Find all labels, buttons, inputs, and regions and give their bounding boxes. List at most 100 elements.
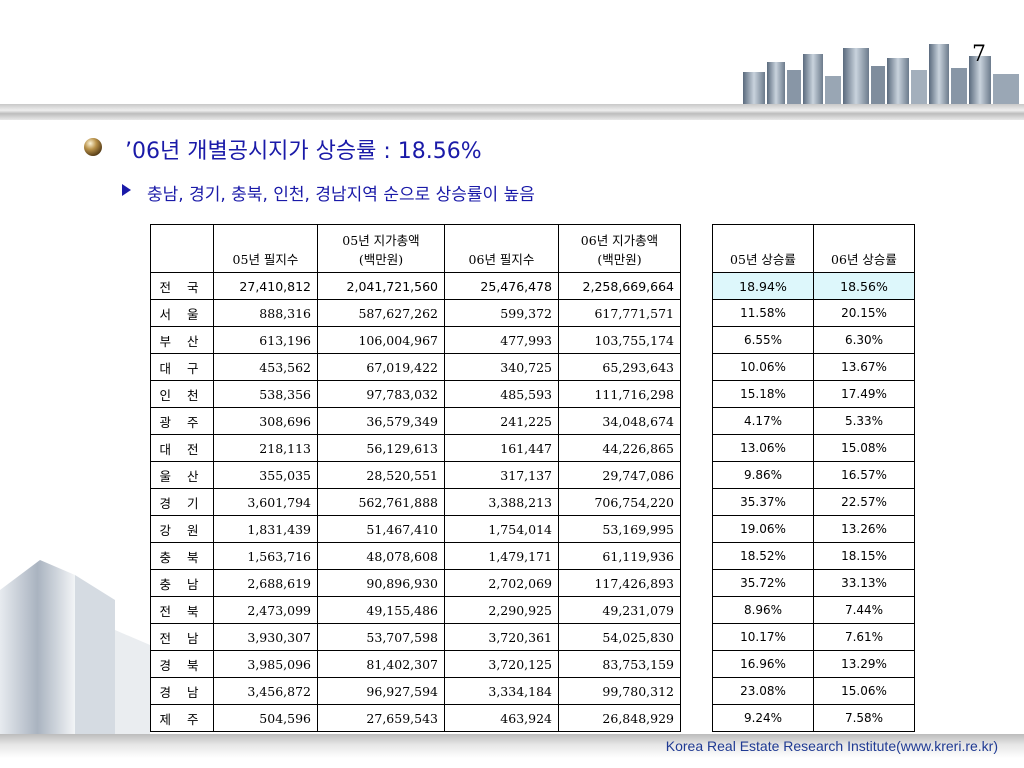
value-cell: 34,048,674 [558,407,681,435]
value-cell: 25,476,478 [444,272,559,300]
rate-cell: 18.94% [712,272,814,300]
rate-cell: 18.15% [813,542,915,570]
arrow-bullet-icon [122,184,131,196]
land-value-table: 05년 필지수 05년 지가총액 (백만원) 06년 필지수 06년 지가총액 … [150,224,681,732]
value-cell: 1,563,716 [213,542,318,570]
region-cell: 대 전 [150,434,214,462]
slide-heading: ’06년 개별공시지가 상승률 : 18.56% [125,139,482,164]
value-cell: 53,707,598 [317,623,445,651]
rate-cell: 13.29% [813,650,915,678]
region-cell: 대 구 [150,353,214,381]
value-cell: 308,696 [213,407,318,435]
table-row: 충 남 2,688,619 90,896,930 2,702,069 117,426,8… [150,569,681,597]
table-row: 경 남 3,456,872 96,927,594 3,334,184 99,780,31… [150,677,681,705]
value-cell: 111,716,298 [558,380,681,408]
value-cell: 61,119,936 [558,542,681,570]
table-row: 8.96% 7.44% [712,596,915,624]
value-cell: 48,078,608 [317,542,445,570]
region-cell: 서 울 [150,299,214,327]
rate-cell: 13.67% [813,353,915,381]
table-row: 전 국 27,410,812 2,041,721,560 25,476,478 2,25… [150,272,681,300]
header-cell: 06년 지가총액 (백만원) [558,224,681,273]
table-row: 부 산 613,196 106,004,967 477,993 103,755,174 [150,326,681,354]
value-cell: 1,754,014 [444,515,559,543]
rate-cell: 35.37% [712,488,814,516]
table-row: 16.96% 13.29% [712,650,915,678]
table-row: 경 북 3,985,096 81,402,307 3,720,125 83,753,15… [150,650,681,678]
table-row: 6.55% 6.30% [712,326,915,354]
value-cell: 706,754,220 [558,488,681,516]
table-row: 35.37% 22.57% [712,488,915,516]
rate-cell: 19.06% [712,515,814,543]
header-rule [0,104,1024,120]
region-cell: 울 산 [150,461,214,489]
rate-cell: 35.72% [712,569,814,597]
rate-cell: 22.57% [813,488,915,516]
table-row: 13.06% 15.08% [712,434,915,462]
table-row: 19.06% 13.26% [712,515,915,543]
value-cell: 485,593 [444,380,559,408]
table-row: 23.08% 15.06% [712,677,915,705]
rate-cell: 8.96% [712,596,814,624]
rate-cell: 9.24% [712,704,814,732]
table-row: 4.17% 5.33% [712,407,915,435]
value-cell: 36,579,349 [317,407,445,435]
value-cell: 2,258,669,664 [558,272,681,300]
value-cell: 27,410,812 [213,272,318,300]
value-cell: 27,659,543 [317,704,445,732]
building-image [0,560,150,734]
table-row: 강 원 1,831,439 51,467,410 1,754,014 53,169,99… [150,515,681,543]
rise-rate-table: 05년 상승률 06년 상승률 18.94% 18.56% 11.58% 20.15%… [712,224,915,732]
rate-cell: 15.06% [813,677,915,705]
value-cell: 3,334,184 [444,677,559,705]
rate-cell: 33.13% [813,569,915,597]
region-cell: 경 남 [150,677,214,705]
header-cell: 05년 지가총액 (백만원) [317,224,445,273]
value-cell: 28,520,551 [317,461,445,489]
rate-cell: 18.56% [813,272,915,300]
rate-cell: 13.26% [813,515,915,543]
skyline-image [743,44,1019,105]
table-row: 인 천 538,356 97,783,032 485,593 111,716,298 [150,380,681,408]
table-row: 울 산 355,035 28,520,551 317,137 29,747,086 [150,461,681,489]
value-cell: 562,761,888 [317,488,445,516]
value-cell: 44,226,865 [558,434,681,462]
rate-cell: 11.58% [712,299,814,327]
value-cell: 2,041,721,560 [317,272,445,300]
region-cell: 광 주 [150,407,214,435]
rate-cell: 7.44% [813,596,915,624]
header-cell: 05년 상승률 [712,224,814,273]
header-cell: 06년 상승률 [813,224,915,273]
table-row: 전 북 2,473,099 49,155,486 2,290,925 49,231,07… [150,596,681,624]
value-cell: 3,720,361 [444,623,559,651]
table-row: 18.52% 18.15% [712,542,915,570]
region-cell: 전 북 [150,596,214,624]
value-cell: 161,447 [444,434,559,462]
region-cell: 인 천 [150,380,214,408]
region-cell: 부 산 [150,326,214,354]
rate-cell: 16.96% [712,650,814,678]
rate-cell: 18.52% [712,542,814,570]
value-cell: 1,479,171 [444,542,559,570]
footer-credit: Korea Real Estate Research Institute(www… [665,738,998,754]
rate-cell: 4.17% [712,407,814,435]
rate-cell: 20.15% [813,299,915,327]
rate-cell: 7.61% [813,623,915,651]
table-row: 대 전 218,113 56,129,613 161,447 44,226,865 [150,434,681,462]
rate-cell: 23.08% [712,677,814,705]
rate-cell: 6.55% [712,326,814,354]
table-row: 11.58% 20.15% [712,299,915,327]
value-cell: 3,456,872 [213,677,318,705]
rate-cell: 15.18% [712,380,814,408]
header-cell: 06년 필지수 [444,224,559,273]
table-row: 광 주 308,696 36,579,349 241,225 34,048,674 [150,407,681,435]
region-cell: 제 주 [150,704,214,732]
value-cell: 51,467,410 [317,515,445,543]
header-cell [150,224,214,273]
value-cell: 97,783,032 [317,380,445,408]
value-cell: 26,848,929 [558,704,681,732]
value-cell: 538,356 [213,380,318,408]
value-cell: 317,137 [444,461,559,489]
value-cell: 99,780,312 [558,677,681,705]
rate-cell: 5.33% [813,407,915,435]
